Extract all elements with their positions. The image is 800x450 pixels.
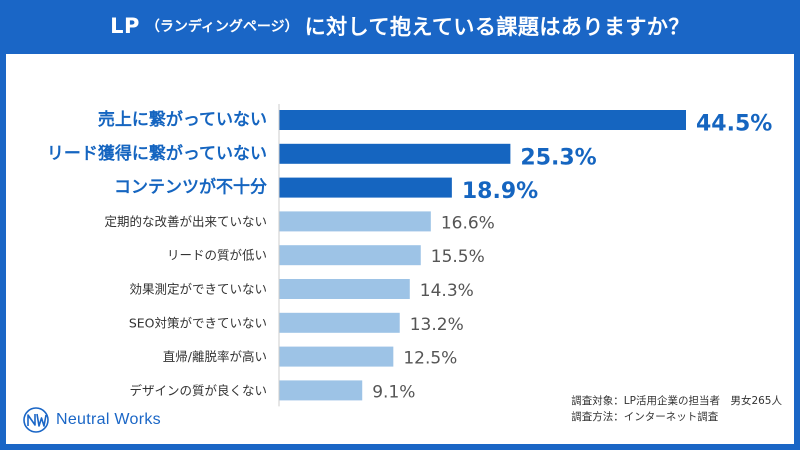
survey-target: 調査対象：LP活用企業の担当者 男女265人 — [571, 395, 782, 407]
category-label-2: リード獲得に繋がっていない — [47, 143, 267, 164]
category-label-8: 直帰/離脱率が高い — [163, 349, 267, 364]
value-label-1: 44.5% — [696, 112, 772, 137]
neutral-works-logo-icon — [23, 407, 49, 433]
title-suffix: に対して抱えている課題はありますか？ — [304, 15, 690, 39]
category-label-6: 効果測定ができていない — [129, 282, 267, 297]
category-label-1: 売上に繋がっていない — [98, 109, 267, 130]
title-paren: （ランディングページ） — [145, 19, 299, 35]
bar-5 — [279, 245, 421, 266]
category-label-9: デザインの質が良くない — [129, 383, 267, 398]
value-label-2: 25.3% — [520, 145, 596, 170]
value-label-5: 15.5% — [431, 247, 485, 267]
category-label-4: 定期的な改善が出来ていない — [104, 214, 267, 229]
bar-7 — [279, 312, 400, 333]
header-title: LP （ランディングページ） に対して抱えている課題はありますか？ — [0, 0, 800, 52]
category-label-3: コンテンツが不十分 — [114, 177, 267, 198]
bar-9 — [279, 380, 363, 401]
value-label-4: 16.6% — [441, 213, 495, 233]
title-prefix: LP — [110, 14, 140, 38]
survey-note: 調査対象：LP活用企業の担当者 男女265人 調査方法：インターネット調査 — [571, 393, 782, 425]
value-label-8: 12.5% — [403, 349, 457, 369]
bar-6 — [279, 279, 410, 299]
bar-8 — [279, 346, 394, 367]
value-label-3: 18.9% — [462, 179, 538, 204]
value-label-6: 14.3% — [420, 281, 474, 301]
bar-3 — [279, 177, 452, 198]
survey-method: 調査方法：インターネット調査 — [571, 411, 719, 423]
value-label-9: 9.1% — [372, 382, 415, 402]
bar-2 — [279, 143, 511, 164]
bar-4 — [279, 211, 431, 232]
logo-text: Neutral Works — [56, 411, 161, 428]
value-label-7: 13.2% — [410, 315, 464, 335]
category-label-5: リードの質が低い — [167, 248, 267, 263]
category-label-7: SEO対策ができていない — [129, 315, 267, 330]
neutral-works-logo: Neutral Works — [22, 406, 161, 434]
bar-1 — [279, 110, 686, 130]
